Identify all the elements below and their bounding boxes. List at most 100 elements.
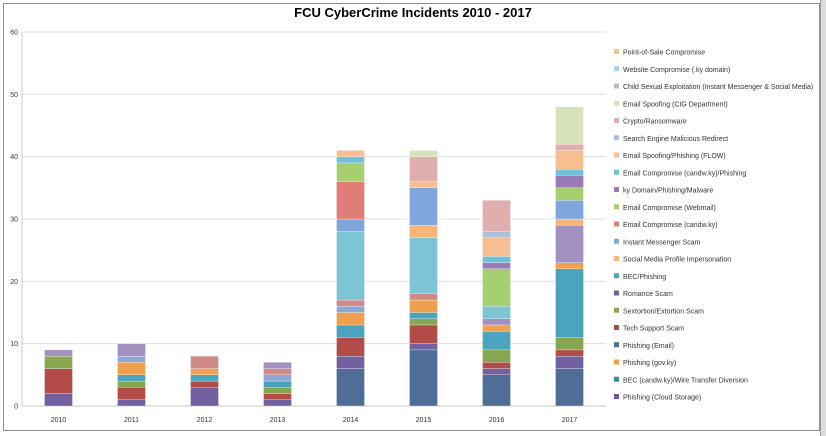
bar-segment [190,368,219,375]
bar-segment [555,200,584,220]
gridlines [21,31,606,407]
bar-segment [409,150,438,157]
bar-segment [190,355,219,369]
legend-label: Phishing (gov.ky) [623,360,676,367]
bar-segment [555,349,584,357]
bar-segment [336,324,365,338]
bar-segment [555,337,584,351]
legend-swatch [614,256,619,261]
bar-segment [263,387,292,394]
bar-segment [555,268,584,338]
bar-segment [555,218,584,226]
y-tick-label: 60 [10,30,18,37]
bar-segment [263,362,292,369]
bar-segment [409,299,438,313]
bar-segment [44,349,73,357]
legend-swatch [614,238,619,244]
bar-segment [336,181,365,220]
y-tick-label: 20 [10,279,18,286]
legend-swatch [614,376,619,382]
bar-segment [409,187,438,226]
legend-label: Child Sexual Exploitation (Instant Messe… [623,84,813,91]
legend-label: ky Domain/Phishing/Malware [623,188,713,195]
x-tick-label: 2012 [197,417,213,424]
bar-segment [409,343,438,351]
legend-swatch [614,221,619,227]
legend-label: Email Spoofing (CIG Department) [623,101,728,108]
legend-label: Email Compromise (Webmail) [623,205,716,212]
bar-segment [555,150,584,170]
legend-swatch [614,359,619,365]
x-tick-label: 2010 [51,417,67,424]
bar-segment [336,368,365,407]
legend-label: Instant Messenger Scam [623,239,701,246]
bar-segment [117,355,146,363]
bar-segment [336,162,365,182]
legend: Point-of-Sale Compromise Website Compromi… [614,49,813,402]
bar-segment [44,368,73,394]
legend-label: Email Spoofing/Phishing (FLOW) [623,153,726,160]
bar-segment [336,306,365,313]
legend-label: Romance Scam [623,291,673,298]
bar-segment [555,225,584,263]
legend-swatch [614,118,619,123]
legend-label: BEC (candw.ky)/Wire Transfer Diversion [623,377,748,384]
legend-label: Tech Support Scam [623,326,684,333]
y-tick-label: 40 [10,154,18,161]
x-tick-label: 2014 [343,417,359,424]
y-tick-label: 10 [10,341,18,348]
bar-segment [263,368,292,375]
legend-swatch [614,187,619,192]
bar-segment [555,262,584,270]
bar-segment [117,343,146,357]
bar-segment [482,368,511,375]
bar-segment [336,337,365,357]
bar-segment [482,349,511,363]
bar-segment [555,368,584,407]
legend-swatch [614,49,619,54]
bar-segment [409,293,438,301]
bar-segment [336,231,365,301]
bar-segment [555,144,584,151]
bar-segment [263,399,292,407]
y-tick-label: 50 [10,92,18,99]
x-tick-label: 2011 [124,417,139,424]
legend-label: Email Compromise (candw.ky) [623,222,718,229]
bar-segment [336,299,365,307]
legend-label: Phishing (Email) [623,343,674,350]
y-axis-ticks: 0 10 20 30 40 50 60 [10,30,18,411]
bar-segment [44,355,73,369]
bar-segment [555,187,584,201]
legend-swatch [614,273,619,279]
bar-segment [482,268,511,307]
legend-label: Social Media Profile Impersonation [623,257,731,264]
legend-swatch [614,325,619,330]
bar-segment [44,393,73,407]
bar-segment [482,318,511,326]
bar-segment [409,156,438,182]
bar-segment [482,262,511,270]
x-tick-label: 2017 [562,417,578,424]
legend-swatch [614,394,619,399]
bar-segment [409,349,438,407]
bar-segment [482,200,511,232]
bar-segment [117,399,146,407]
bar-segment [336,156,365,164]
bar-segment [555,355,584,369]
bar-segment [409,312,438,319]
legend-label: BEC/Phishing [623,274,666,281]
bar-segment [336,312,365,326]
x-tick-label: 2016 [489,417,505,424]
bar-segment [117,374,146,382]
legend-swatch [614,290,619,296]
bar-segment [555,106,584,145]
bar-segment [190,380,219,388]
bar-segment [263,374,292,382]
legend-label: Point-of-Sale Compromise [623,50,705,57]
legend-swatch [614,135,619,141]
legend-swatch [614,100,619,106]
bar-segment [482,256,511,263]
legend-swatch [614,66,619,72]
legend-label: Crypto/Ransomware [623,119,687,126]
